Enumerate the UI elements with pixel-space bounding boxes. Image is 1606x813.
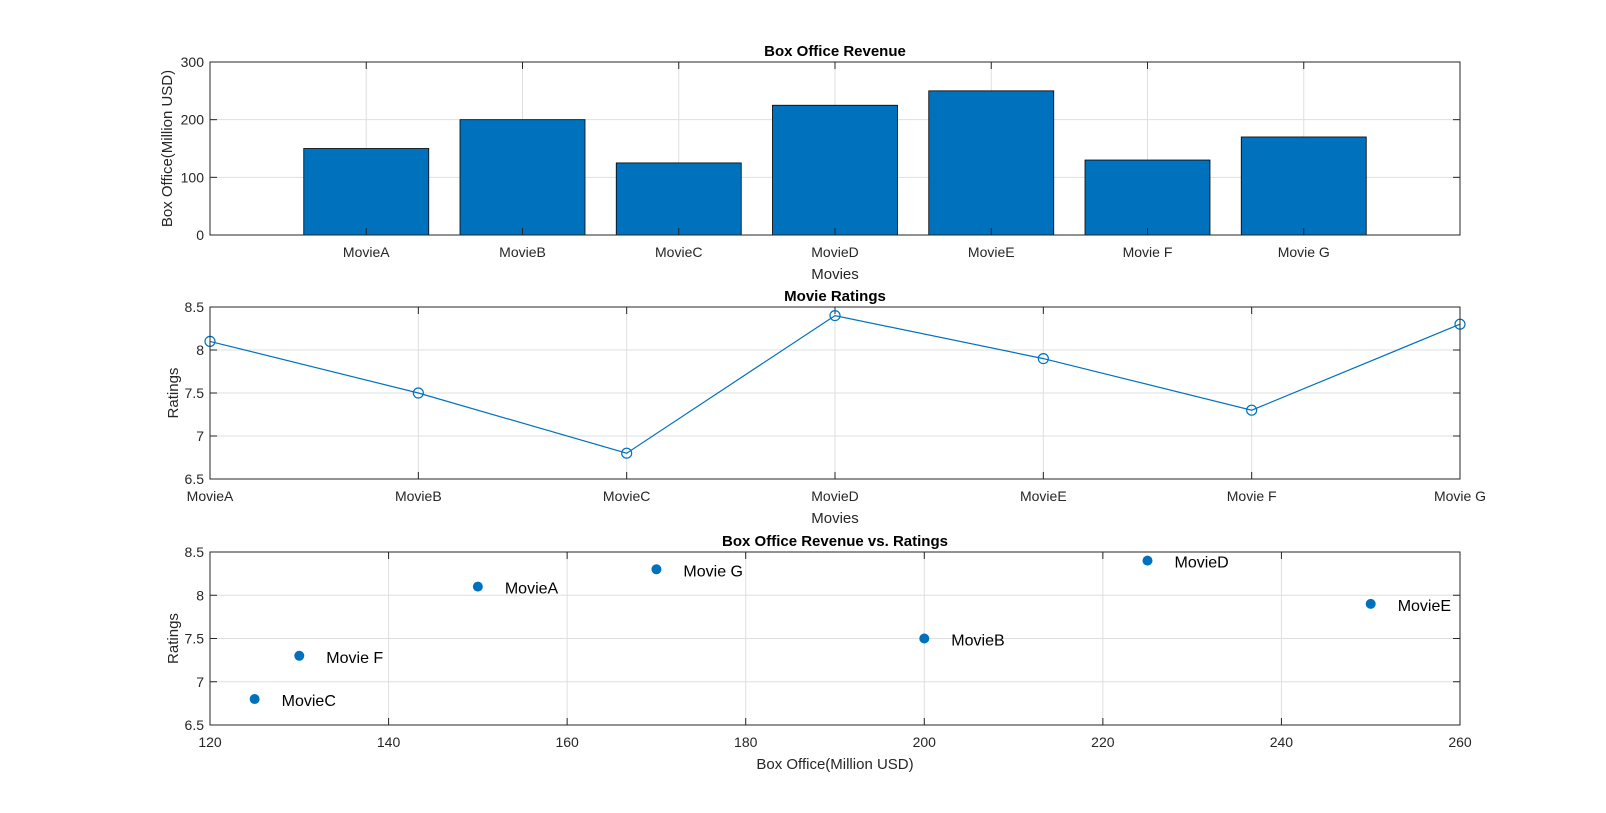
x-tick-label: 180 [734, 734, 758, 750]
y-axis-label: Ratings [165, 613, 182, 664]
x-tick-label: Movie G [1278, 244, 1330, 260]
ratings-point-movief [1246, 404, 1258, 416]
plot-border [209, 551, 1461, 726]
x-tick-label: MovieC [655, 244, 702, 260]
x-tick-label: 160 [555, 734, 579, 750]
bar-moviee [928, 90, 1055, 236]
chart-title: Movie Ratings [784, 288, 886, 305]
x-tick-label: Movie F [1227, 488, 1277, 504]
x-tick-label: MovieD [811, 244, 858, 260]
point-label-moviee: MovieE [1398, 598, 1451, 615]
x-tick-label: 260 [1448, 734, 1472, 750]
y-tick-label: 8 [196, 587, 204, 603]
y-tick-label: 200 [181, 112, 205, 128]
x-tick-label: 200 [913, 734, 937, 750]
x-tick-label: MovieE [1020, 488, 1067, 504]
y-axis-label: Box Office(Million USD) [159, 70, 176, 227]
x-tick-label: Movie G [1434, 488, 1486, 504]
x-tick-label: MovieA [187, 488, 234, 504]
x-tick-label: MovieB [395, 488, 442, 504]
y-tick-label: 100 [181, 169, 205, 185]
point-label-movieb: MovieB [951, 633, 1004, 650]
y-tick-label: 300 [181, 54, 205, 70]
bar-movied [772, 104, 898, 236]
y-tick-label: 6.5 [185, 717, 205, 733]
x-tick-label: MovieC [603, 488, 650, 504]
bar-moviea [303, 148, 430, 236]
scatter-chart-revenue-vs-ratings: Box Office Revenue vs. Ratings 120 140 160 1… [165, 533, 1472, 773]
y-axis-label: Ratings [165, 368, 182, 419]
point-label-movief: Movie F [326, 650, 383, 667]
chart-title: Box Office Revenue vs. Ratings [722, 533, 948, 550]
line-chart-ratings: Movie Ratings 6.5 7 7.5 8 8.5 Ratings MovieA Mov… [165, 288, 1486, 527]
point-label-moviea: MovieA [505, 581, 559, 598]
plot-border [209, 306, 1461, 480]
scatter-point-movied [1142, 555, 1153, 566]
x-tick-label: MovieB [499, 244, 546, 260]
scatter-point-moviea [472, 581, 483, 592]
x-tick-label: Movie F [1123, 244, 1173, 260]
x-tick-label: 140 [377, 734, 401, 750]
bar-moviec [615, 162, 742, 236]
x-tick-label: 220 [1091, 734, 1115, 750]
y-tick-label: 7 [196, 428, 204, 444]
y-tick-label: 7 [196, 674, 204, 690]
y-tick-label: 7.5 [185, 631, 205, 647]
point-label-moviec: MovieC [282, 693, 336, 710]
x-tick-label: 240 [1270, 734, 1294, 750]
scatter-point-moviec [249, 694, 260, 705]
x-tick-label: 120 [198, 734, 222, 750]
x-tick-label: MovieE [968, 244, 1015, 260]
bar-movieb [459, 119, 586, 236]
ratings-point-movieb [412, 387, 424, 399]
scatter-point-movieb [919, 633, 930, 644]
ratings-point-moviec [621, 447, 633, 459]
point-label-movieg: Movie G [683, 563, 743, 580]
y-tick-label: 6.5 [185, 471, 205, 487]
point-label-movied: MovieD [1175, 555, 1229, 572]
y-tick-label: 0 [196, 227, 204, 243]
y-tick-label: 8.5 [185, 544, 205, 560]
scatter-point-movief [294, 650, 305, 661]
scatter-point-movieg [651, 564, 662, 575]
bar-movief [1084, 159, 1211, 236]
x-tick-label: MovieD [811, 488, 858, 504]
scatter-point-moviee [1365, 598, 1376, 609]
y-tick-label: 8.5 [185, 299, 205, 315]
x-axis-label: Movies [811, 266, 859, 283]
x-axis-label: Movies [811, 510, 859, 527]
y-tick-label: 8 [196, 342, 204, 358]
chart-title: Box Office Revenue [764, 43, 906, 60]
bar-chart-box-office: Box Office Revenue 0 100 200 300 Box Office(M… [159, 43, 1461, 283]
y-tick-label: 7.5 [185, 385, 205, 401]
plot-border [209, 61, 1461, 236]
bar-movieg [1240, 136, 1367, 236]
ratings-point-moviee [1037, 353, 1049, 365]
ratings-line [209, 314, 1461, 454]
ratings-point-movied [829, 310, 841, 322]
x-axis-label: Box Office(Million USD) [756, 756, 913, 773]
x-tick-label: MovieA [343, 244, 390, 260]
